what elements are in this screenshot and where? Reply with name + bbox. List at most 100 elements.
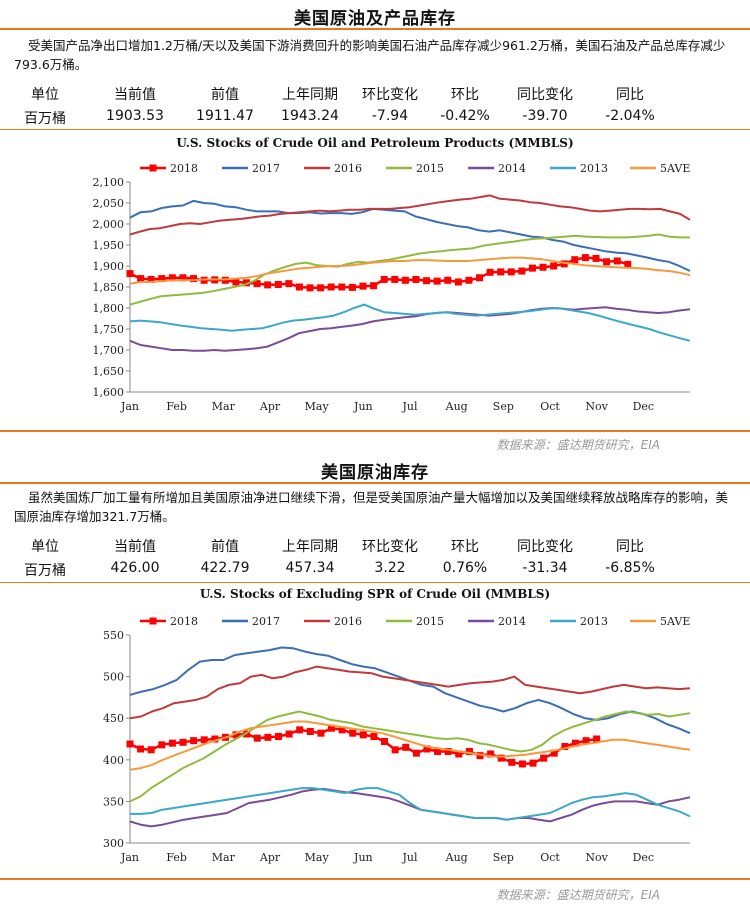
point-2018 xyxy=(232,731,240,739)
table-header-cell: 当前值 xyxy=(114,539,156,555)
point-2018 xyxy=(285,730,293,738)
section2-title: 美国原油库存 xyxy=(321,463,429,483)
point-2018 xyxy=(179,274,187,282)
point-2018 xyxy=(306,284,314,292)
x-tick-label: Apr xyxy=(259,400,281,413)
point-2018 xyxy=(402,743,410,751)
table-value-cell: 1943.24 xyxy=(281,108,339,124)
point-2018 xyxy=(296,726,304,734)
table-value-cell: 1903.53 xyxy=(106,108,164,124)
section1-table-rule xyxy=(0,129,750,130)
section1-source: 数据来源：盛达期货研究，EIA xyxy=(496,438,660,452)
y-tick-label: 1,950 xyxy=(93,239,125,252)
x-tick-label: Mar xyxy=(212,400,236,413)
x-tick-label: Jun xyxy=(353,400,373,413)
point-2018 xyxy=(348,283,356,291)
table-header-cell: 环比 xyxy=(451,87,479,103)
y-tick-label: 400 xyxy=(103,754,124,767)
point-2018 xyxy=(528,264,536,272)
section1-top-rule xyxy=(0,28,750,30)
table-value-cell: -39.70 xyxy=(522,108,568,124)
series-line-2015 xyxy=(129,710,691,803)
series-line-2016 xyxy=(129,194,691,236)
x-tick-label: May xyxy=(305,851,330,864)
point-2018 xyxy=(126,270,134,278)
y-tick-label: 1,850 xyxy=(93,281,125,294)
section2-bottom-rule xyxy=(0,878,750,880)
point-2018 xyxy=(179,738,187,746)
point-2018 xyxy=(264,733,272,741)
series-line-5AVE xyxy=(129,720,691,771)
point-2018 xyxy=(349,729,357,737)
point-2018 xyxy=(613,257,621,265)
x-tick-label: May xyxy=(305,400,330,413)
point-2018 xyxy=(370,733,378,741)
table-header-cell: 同比 xyxy=(616,87,644,103)
point-2018 xyxy=(264,281,272,289)
legend-marker-2018 xyxy=(149,164,157,172)
legend-label-2014: 2014 xyxy=(498,615,526,628)
y-tick-label: 550 xyxy=(103,629,124,642)
table-value-cell: -7.94 xyxy=(371,108,409,124)
point-2018 xyxy=(444,276,452,284)
point-2018 xyxy=(381,737,389,745)
point-2018 xyxy=(295,283,303,291)
point-2018 xyxy=(540,754,548,762)
point-2018 xyxy=(518,760,526,768)
table-header-cell: 同比变化 xyxy=(517,539,573,555)
point-2018 xyxy=(190,737,198,745)
point-2018 xyxy=(529,759,537,767)
point-2018 xyxy=(391,746,399,754)
point-2018 xyxy=(285,280,293,288)
legend-label-2016: 2016 xyxy=(334,162,362,175)
legend-label-2015: 2015 xyxy=(416,162,444,175)
chart1-svg: 1,600 1,650 1,700 1,750 1,800 1,850 1,900 1,950… xyxy=(93,162,691,413)
x-tick-label: Nov xyxy=(585,851,608,864)
point-2018 xyxy=(603,258,611,266)
point-2018 xyxy=(592,254,600,262)
table-header-cell: 前值 xyxy=(211,87,239,103)
point-2018 xyxy=(359,282,367,290)
table-header-cell: 单位 xyxy=(31,87,59,103)
y-tick-label: 350 xyxy=(103,795,124,808)
point-2018 xyxy=(476,752,484,760)
point-2018 xyxy=(550,262,558,270)
x-tick-label: Aug xyxy=(445,851,468,864)
point-2018 xyxy=(137,745,145,753)
point-2018 xyxy=(581,254,589,262)
point-2018 xyxy=(433,277,441,285)
point-2018 xyxy=(582,737,590,745)
point-2018 xyxy=(454,278,462,286)
point-2018 xyxy=(508,758,516,766)
table-value-cell: 1911.47 xyxy=(196,108,254,124)
point-2018 xyxy=(507,268,515,276)
point-2018 xyxy=(550,749,558,757)
point-2018 xyxy=(497,268,505,276)
point-2018 xyxy=(359,731,367,739)
section2-table-value-row: 百万桶 426.00 422.79 457.34 3.22 0.76% -31.34 -6.8… xyxy=(0,560,700,582)
point-2018 xyxy=(370,282,378,290)
x-tick-label: Mar xyxy=(212,851,236,864)
legend-label-2014: 2014 xyxy=(498,162,526,175)
x-tick-label: Oct xyxy=(540,400,560,413)
y-tick-label: 300 xyxy=(103,837,124,850)
table-value-cell: 百万桶 xyxy=(24,563,66,579)
table-value-cell: 百万桶 xyxy=(24,111,66,127)
table-value-cell: -31.34 xyxy=(522,560,568,576)
x-tick-label: Jul xyxy=(401,400,417,413)
x-tick-label: Jan xyxy=(120,851,139,864)
legend-label-2018: 2018 xyxy=(170,162,198,175)
table-value-cell: -0.42% xyxy=(440,108,490,124)
point-2018 xyxy=(253,280,261,288)
point-2018 xyxy=(380,275,388,283)
point-2018 xyxy=(274,280,282,288)
legend-label-2013: 2013 xyxy=(580,162,608,175)
point-2018 xyxy=(232,278,240,286)
series-line-2014 xyxy=(129,306,691,352)
y-tick-label: 1,700 xyxy=(93,344,125,357)
section1-bottom-rule xyxy=(0,430,750,432)
series-line-2015 xyxy=(129,233,690,306)
point-2018 xyxy=(455,750,463,758)
point-2018 xyxy=(211,735,219,743)
section1-table-header-row: 单位 当前值 前值 上年同期 环比变化 环比 同比变化 同比 xyxy=(0,84,700,106)
